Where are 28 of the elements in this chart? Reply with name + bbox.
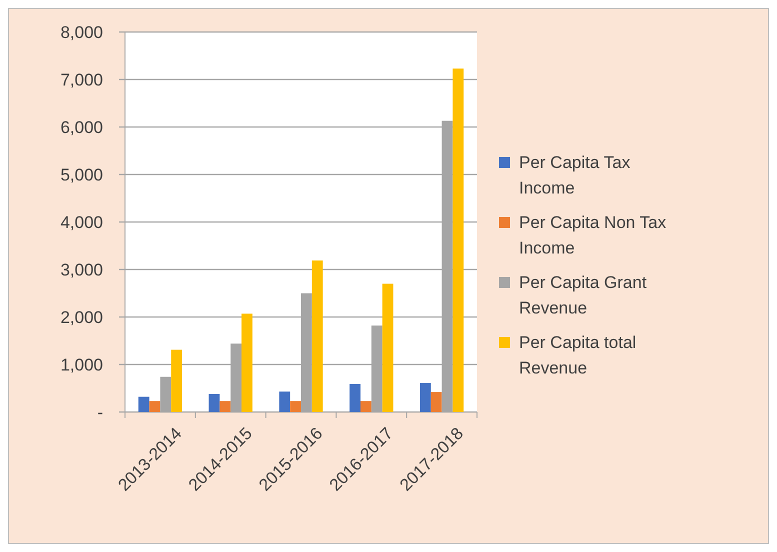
bar [430,392,442,412]
y-tick-label: 7,000 [60,70,103,90]
bar [290,401,301,412]
bar [420,383,431,412]
bar [208,394,220,412]
bar [312,260,323,412]
bar [242,314,252,412]
bar [360,401,372,412]
y-tick-label: 8,000 [60,22,103,42]
legend-label: Per Capita Grant Revenue [519,272,647,318]
bar [220,401,231,412]
legend-label: Per Capita Non Tax Income [519,212,667,258]
y-tick-label: 1,000 [60,355,103,374]
y-tick-label: 3,000 [60,260,103,280]
bar [452,68,464,412]
bar [279,392,290,412]
bar [149,401,160,412]
legend-label: Per Capita total Revenue [519,332,636,378]
y-tick-label: 6,000 [60,118,103,137]
bar [171,350,182,412]
bar [138,396,150,412]
y-tick-label: 4,000 [60,212,103,232]
y-tick-label: 5,000 [60,165,103,184]
bar [350,384,360,412]
y-tick-label: - [97,402,103,422]
bar [382,284,394,412]
y-tick-label: 2,000 [60,308,103,327]
legend-label: Per Capita Tax Income [519,152,631,198]
